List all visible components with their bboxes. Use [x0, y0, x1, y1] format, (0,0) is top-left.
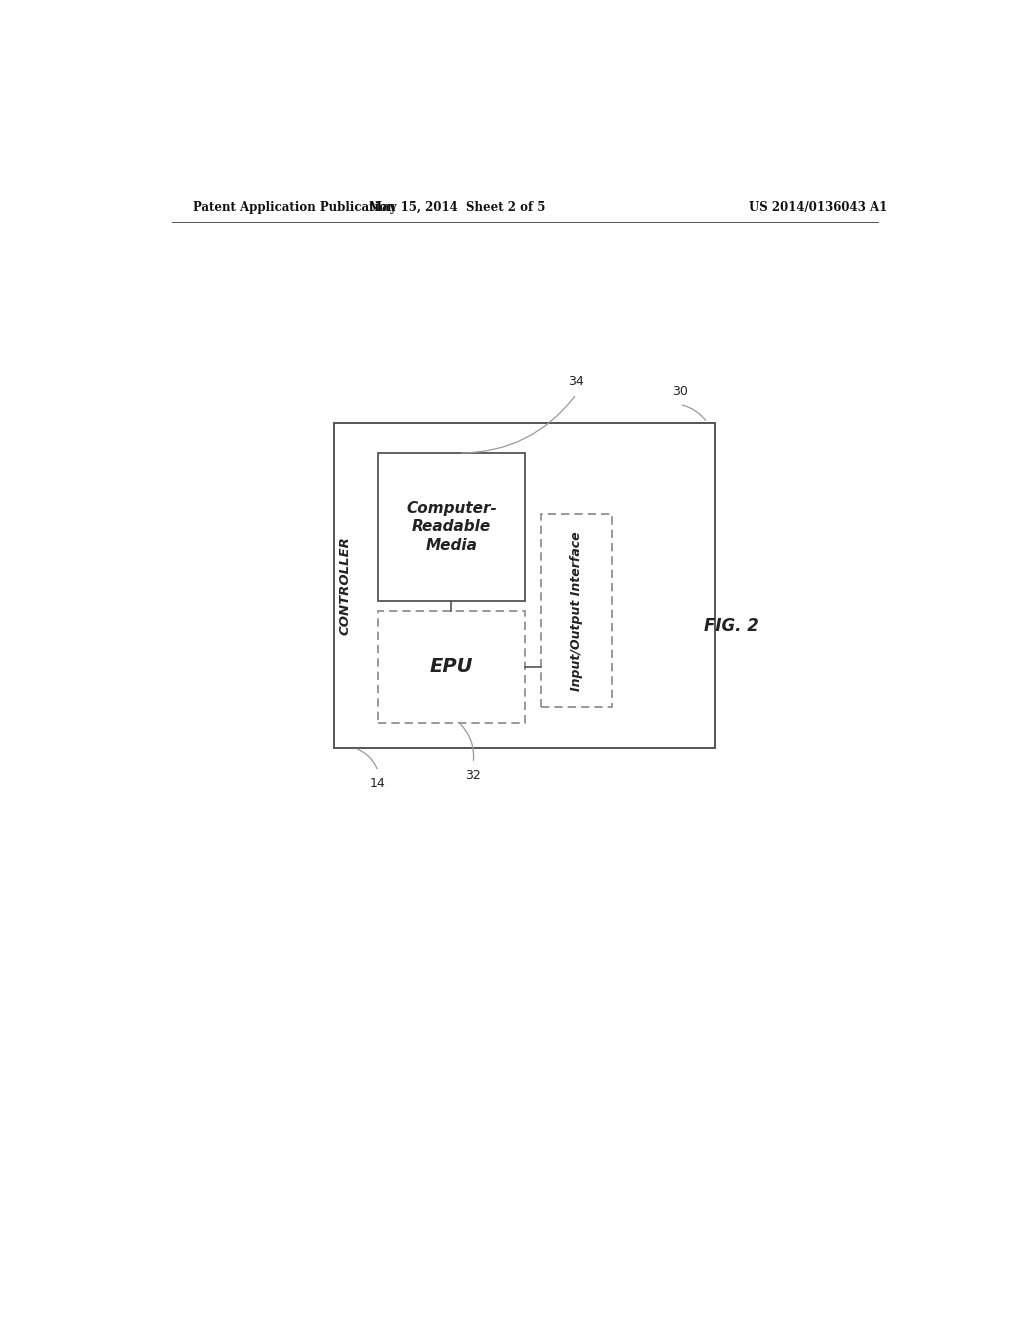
Bar — [378, 453, 525, 601]
Text: Computer-
Readable
Media: Computer- Readable Media — [406, 500, 497, 553]
Bar — [334, 422, 715, 748]
Text: Input/Output Interface: Input/Output Interface — [570, 531, 583, 690]
Text: US 2014/0136043 A1: US 2014/0136043 A1 — [750, 201, 888, 214]
Text: Patent Application Publication: Patent Application Publication — [194, 201, 395, 214]
Text: FIG. 2: FIG. 2 — [703, 616, 759, 635]
Text: 34: 34 — [568, 375, 585, 388]
Text: CONTROLLER: CONTROLLER — [338, 536, 351, 635]
Text: EPU: EPU — [430, 657, 473, 676]
Text: 14: 14 — [370, 777, 386, 791]
Text: 30: 30 — [672, 385, 687, 399]
Bar — [378, 611, 525, 722]
Bar — [541, 515, 612, 708]
Text: May 15, 2014  Sheet 2 of 5: May 15, 2014 Sheet 2 of 5 — [370, 201, 546, 214]
Text: 32: 32 — [465, 770, 481, 783]
